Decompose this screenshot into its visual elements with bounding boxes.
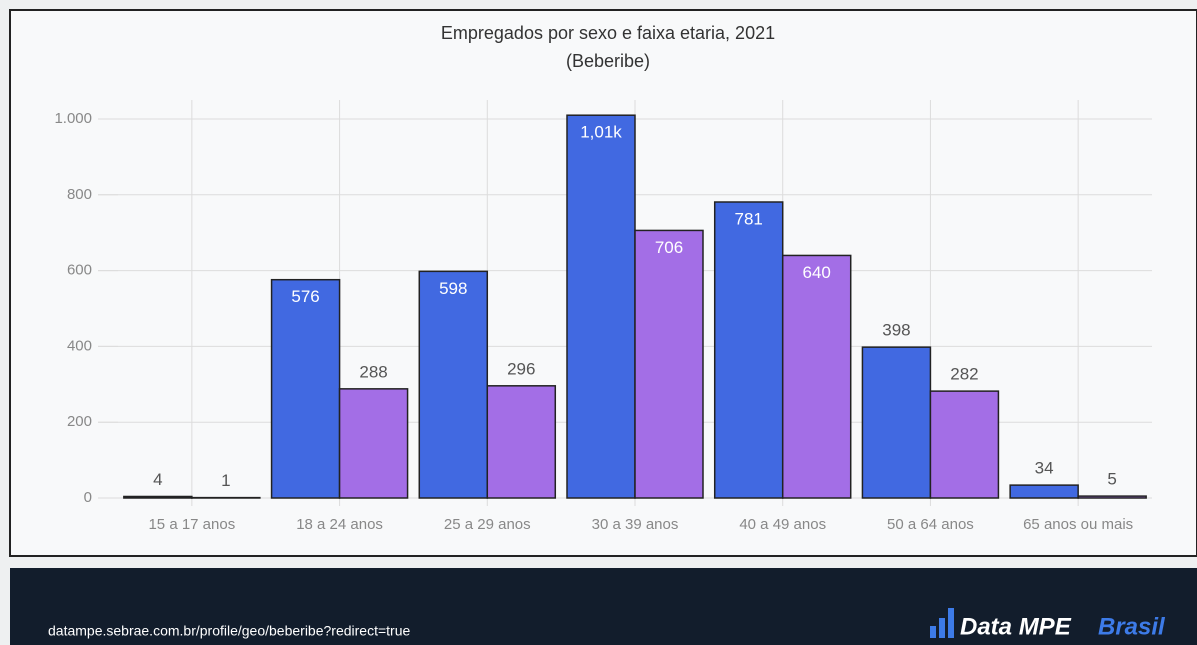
x-tick-label: 15 a 17 anos — [148, 516, 235, 533]
data-label: 5 — [1107, 470, 1116, 489]
footer-url: datampe.sebrae.com.br/profile/geo/beberi… — [48, 623, 410, 639]
data-label: 576 — [291, 287, 319, 306]
data-label: 598 — [439, 279, 467, 298]
bar — [486, 385, 557, 499]
data-label: 296 — [507, 359, 535, 378]
data-label: 1,01k — [580, 123, 622, 142]
bar — [634, 229, 704, 499]
x-tick-label: 50 a 64 anos — [887, 516, 974, 533]
chart-title: Empregados por sexo e faixa etaria, 2021 — [441, 23, 775, 43]
bar — [123, 495, 193, 499]
y-tick-label: 600 — [67, 262, 92, 279]
y-tick-label: 1.000 — [54, 110, 92, 127]
y-tick-label: 800 — [67, 186, 92, 203]
bar — [929, 390, 1000, 499]
chart-subtitle: (Beberibe) — [566, 51, 650, 71]
data-label: 282 — [950, 365, 978, 384]
bar — [270, 278, 341, 499]
data-label: 640 — [803, 263, 831, 282]
logo-icon — [930, 608, 954, 638]
data-label: 398 — [882, 321, 910, 340]
data-label: 34 — [1035, 459, 1054, 478]
data-label: 1 — [221, 471, 230, 490]
bar — [781, 254, 852, 499]
y-tick-label: 0 — [84, 489, 92, 506]
y-tick-label: 400 — [67, 337, 92, 354]
footer — [10, 568, 1197, 645]
x-tick-label: 25 a 29 anos — [444, 516, 531, 533]
logo-text: Data MPE — [960, 613, 1072, 640]
x-tick-label: 30 a 39 anos — [592, 516, 679, 533]
bar — [418, 270, 489, 499]
bar — [338, 388, 409, 499]
data-label: 781 — [735, 209, 763, 228]
x-tick-label: 65 anos ou mais — [1023, 516, 1133, 533]
data-label: 288 — [359, 362, 387, 381]
x-tick-label: 18 a 24 anos — [296, 516, 383, 533]
bar — [566, 114, 636, 499]
y-tick-label: 200 — [67, 413, 92, 430]
bar — [1077, 495, 1147, 499]
x-tick-label: 40 a 49 anos — [739, 516, 826, 533]
bar — [1009, 484, 1079, 499]
data-label: 706 — [655, 238, 683, 257]
bar — [713, 201, 784, 499]
data-label: 4 — [153, 470, 162, 489]
bar — [861, 346, 932, 499]
logo-accent: Brasil — [1098, 613, 1166, 640]
